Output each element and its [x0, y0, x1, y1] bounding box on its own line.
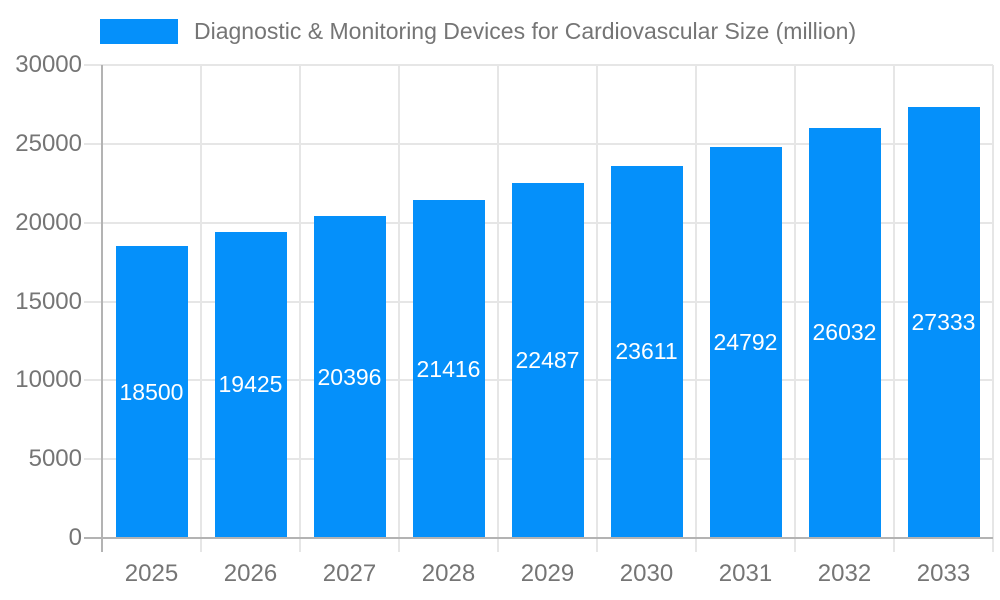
x-tick-label-2032: 2032: [817, 560, 872, 587]
bar-2033[interactable]: 27333: [907, 107, 980, 538]
bar-value-label: 24792: [713, 329, 778, 356]
bar-value-label: 27333: [911, 309, 976, 336]
bar-value-label: 21416: [416, 355, 481, 382]
bar-value-label: 26032: [812, 319, 877, 346]
bar-value-label: 19425: [218, 371, 283, 398]
y-tick-label: 15000: [15, 287, 82, 315]
x-tick-label-2030: 2030: [619, 560, 674, 587]
h-gridline: [84, 64, 993, 66]
bar-2031[interactable]: 24792: [709, 147, 782, 538]
x-tick-label-2025: 2025: [124, 560, 179, 587]
y-tick-label: 20000: [15, 208, 82, 236]
v-gridline: [200, 65, 202, 552]
bar-2032[interactable]: 26032: [808, 127, 881, 538]
legend-swatch: [100, 18, 178, 44]
y-tick-label: 30000: [15, 51, 82, 78]
bar-2026[interactable]: 19425: [214, 231, 287, 538]
x-axis-line: [84, 537, 993, 539]
y-axis-line: [101, 65, 103, 552]
x-tick-label-2026: 2026: [223, 560, 278, 587]
y-tick-label: 25000: [15, 129, 82, 157]
legend[interactable]: Diagnostic & Monitoring Devices for Card…: [100, 17, 856, 45]
bar-value-label: 22487: [515, 347, 580, 374]
bar-2028[interactable]: 21416: [412, 200, 485, 538]
v-gridline: [794, 65, 796, 552]
bar-2030[interactable]: 23611: [610, 165, 683, 538]
v-gridline: [398, 65, 400, 552]
bar-2025[interactable]: 18500: [115, 246, 188, 538]
bar-2029[interactable]: 22487: [511, 183, 584, 538]
x-tick-label-2033: 2033: [916, 560, 971, 587]
legend-label: Diagnostic & Monitoring Devices for Card…: [194, 17, 857, 44]
bar-value-label: 20396: [317, 363, 382, 390]
bar-value-label: 23611: [615, 338, 678, 365]
v-gridline: [596, 65, 598, 552]
v-gridline: [893, 65, 895, 552]
y-tick-label: 10000: [15, 366, 82, 394]
x-tick-label-2027: 2027: [322, 560, 377, 587]
v-gridline: [299, 65, 301, 552]
x-tick-label-2029: 2029: [520, 560, 575, 587]
y-tick-label: 5000: [28, 445, 82, 473]
x-tick-label-2028: 2028: [421, 560, 476, 587]
v-gridline: [992, 65, 994, 552]
h-gridline: [84, 142, 993, 145]
bar-2027[interactable]: 20396: [313, 216, 386, 538]
v-gridline: [497, 65, 499, 552]
y-tick-label: 0: [68, 524, 82, 551]
v-gridline: [695, 65, 697, 552]
x-tick-label-2031: 2031: [718, 560, 773, 587]
bar-value-label: 18500: [119, 378, 184, 405]
